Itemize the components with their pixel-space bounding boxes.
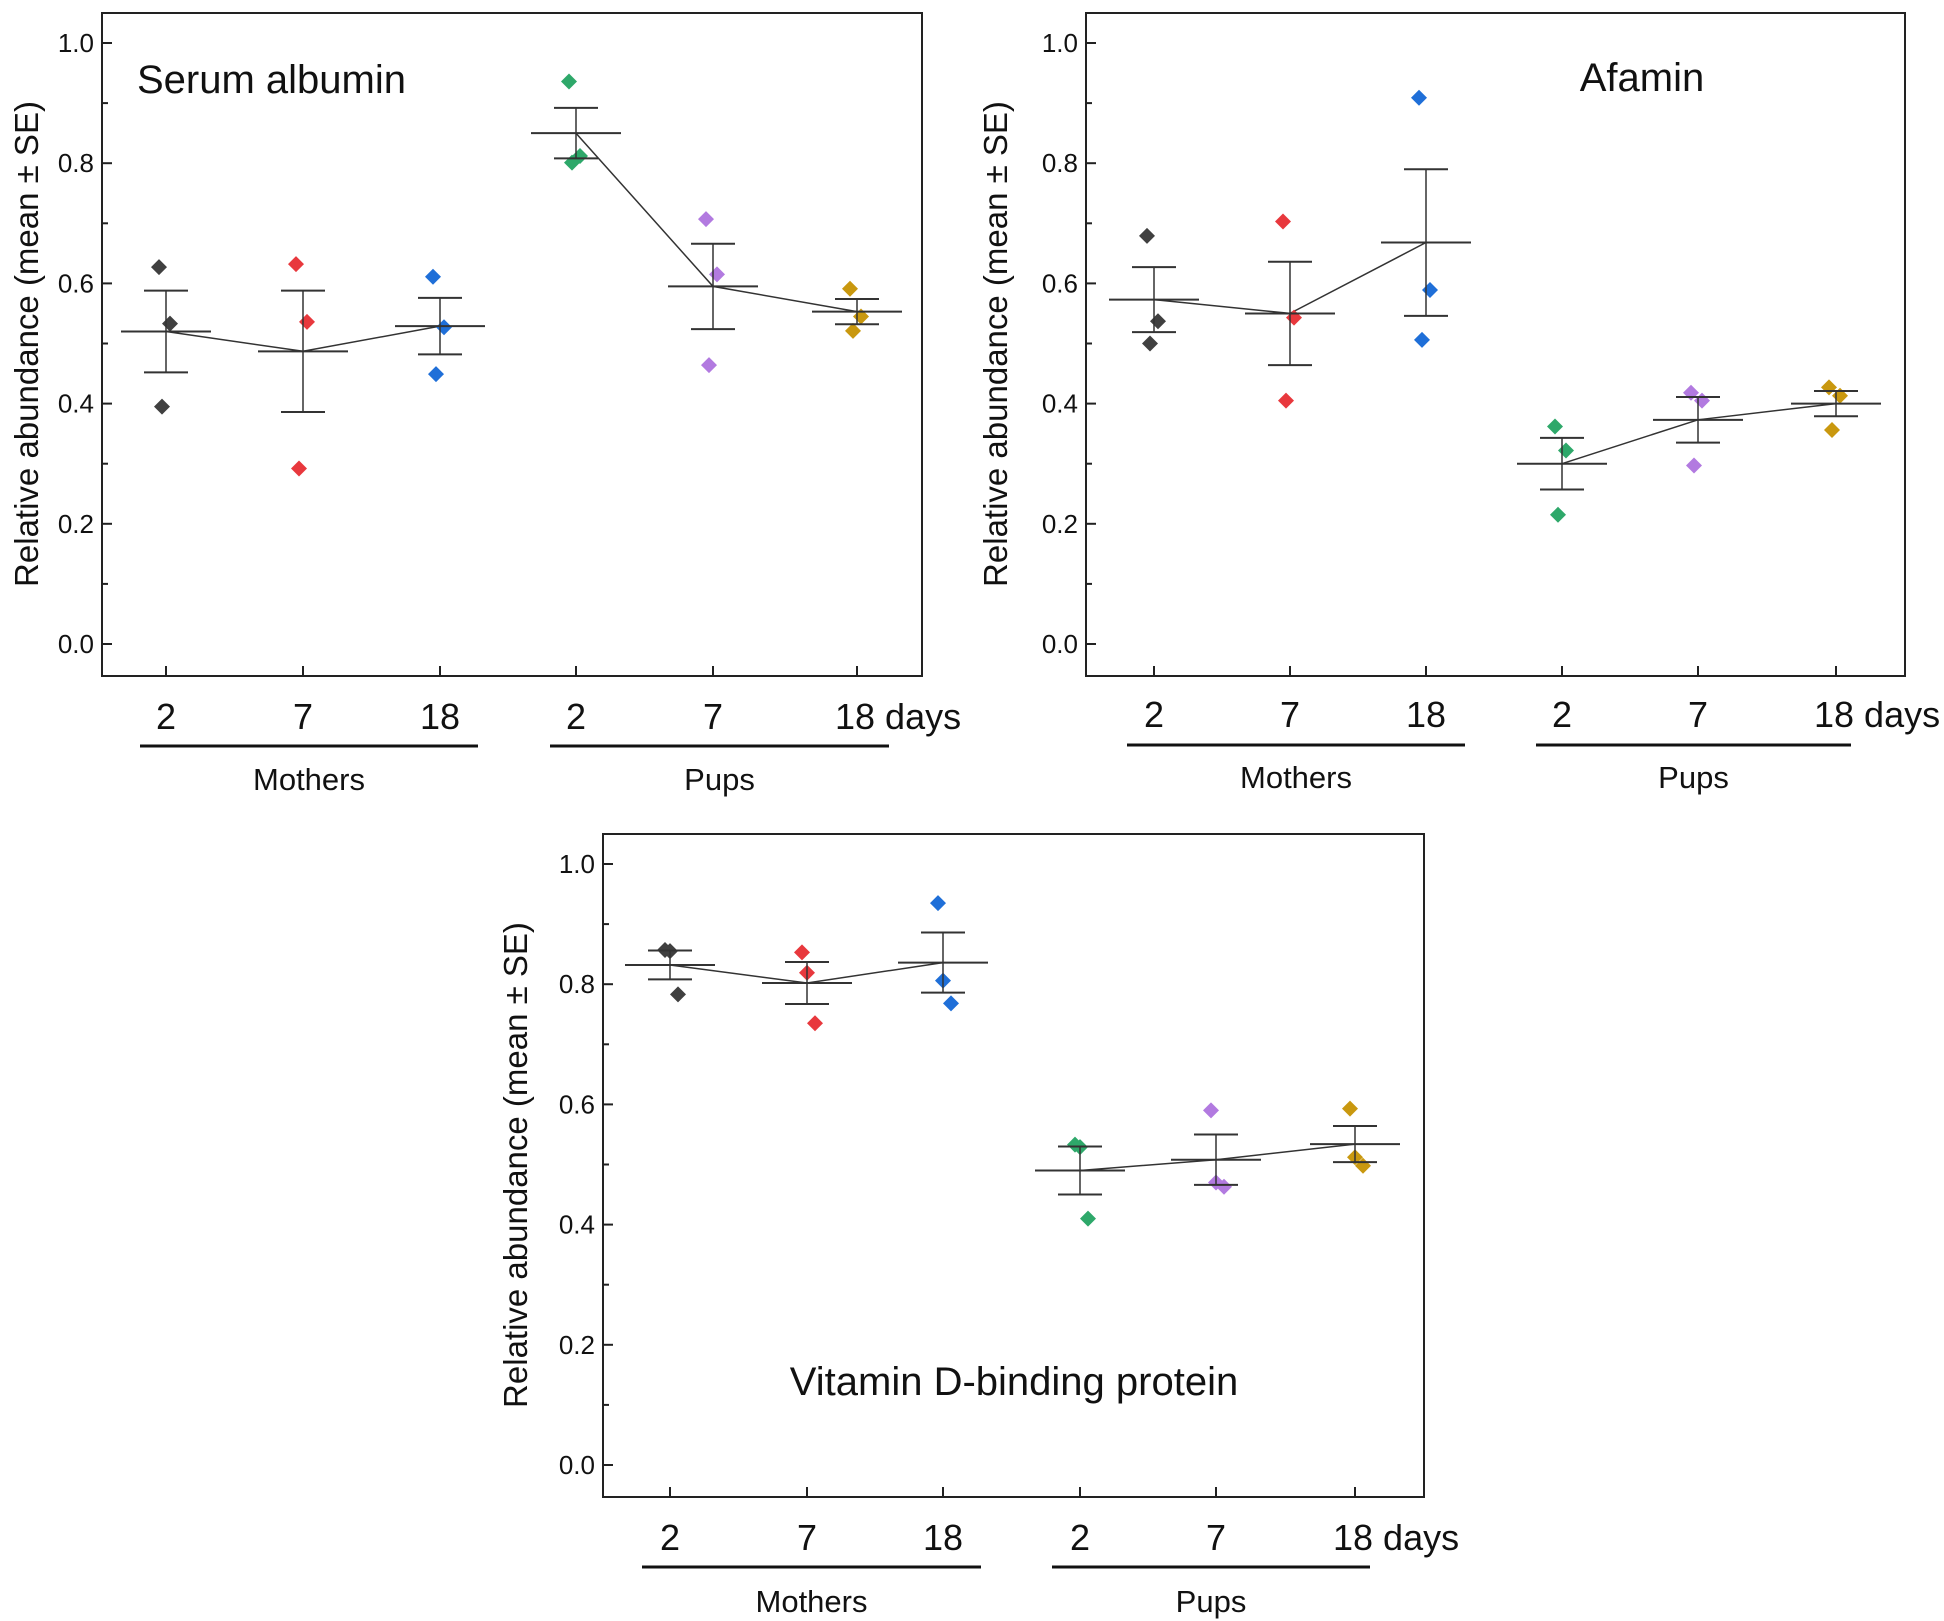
data-point xyxy=(1278,392,1294,409)
data-point xyxy=(1286,309,1302,326)
x-category-label: 7 xyxy=(1280,694,1300,735)
data-point xyxy=(807,1015,823,1032)
mean-trend-line xyxy=(1079,1143,1356,1172)
data-point xyxy=(698,211,714,228)
data-point xyxy=(428,366,444,383)
x-category-label: 2 xyxy=(1070,1517,1090,1558)
x-category-label: 18 xyxy=(420,696,460,737)
data-point xyxy=(1142,335,1158,352)
x-category-label: 18 days xyxy=(1333,1517,1459,1558)
x-category-label: 2 xyxy=(1552,694,1572,735)
data-point xyxy=(842,280,858,297)
data-point xyxy=(1422,282,1438,299)
x-category-label: 7 xyxy=(797,1517,817,1558)
panel-vitamin-d-binding-protein: 0.0 0.2 0.4 0.6 0.8 1.0 2 7 18 2 7 18 days Mothers Pu… xyxy=(497,833,1459,1619)
data-point xyxy=(930,895,946,912)
data-point xyxy=(1547,418,1563,435)
data-point xyxy=(288,256,304,273)
data-point xyxy=(1550,506,1566,523)
data-point xyxy=(1414,331,1430,348)
data-point xyxy=(1342,1100,1358,1117)
data-point xyxy=(291,460,307,477)
group-label: Mothers xyxy=(756,1584,868,1619)
x-category-label: 2 xyxy=(156,696,176,737)
group-label: Pups xyxy=(1176,1584,1247,1619)
data-point xyxy=(561,73,577,90)
data-point xyxy=(1558,442,1574,459)
data-point xyxy=(1216,1178,1232,1195)
data-point xyxy=(670,986,686,1003)
panel-serum-albumin: 0.0 0.2 0.4 0.6 0.8 1.0 2 7 18 2 7 18 days Mothers Pu… xyxy=(8,12,961,797)
x-category-label: 2 xyxy=(660,1517,680,1558)
y-tick-label: 0.8 xyxy=(58,148,94,178)
panel-title: Serum albumin xyxy=(137,58,406,102)
data-point xyxy=(1275,213,1291,230)
x-category-label: 2 xyxy=(1144,694,1164,735)
y-axis-label: Relative abundance (mean ± SE) xyxy=(977,101,1014,587)
group-label: Pups xyxy=(684,762,755,797)
data-point xyxy=(154,398,170,415)
y-tick-label: 0.6 xyxy=(1042,268,1078,298)
y-tick-label: 0.2 xyxy=(559,1330,595,1360)
x-category-label: 18 xyxy=(923,1517,963,1558)
data-point xyxy=(1411,89,1427,106)
plot-frame xyxy=(1085,12,1906,677)
y-tick-label: 0.0 xyxy=(1042,629,1078,659)
y-axis-label: Relative abundance (mean ± SE) xyxy=(8,101,45,587)
data-point xyxy=(709,266,725,283)
x-category-label: 7 xyxy=(1688,694,1708,735)
data-point xyxy=(1139,227,1155,244)
y-axis-label: Relative abundance (mean ± SE) xyxy=(497,922,534,1408)
panel-afamin: 0.0 0.2 0.4 0.6 0.8 1.0 2 7 18 2 7 18 days Mothers Pu… xyxy=(977,12,1940,795)
mean-trend-line xyxy=(1561,402,1837,465)
y-tick-label: 1.0 xyxy=(559,849,595,879)
y-tick-label: 0.0 xyxy=(58,629,94,659)
data-point xyxy=(1821,379,1837,396)
y-tick-label: 0.4 xyxy=(559,1210,595,1240)
data-point xyxy=(794,944,810,961)
data-point xyxy=(1150,313,1166,330)
data-point xyxy=(845,322,861,339)
group-label: Mothers xyxy=(253,762,365,797)
y-tick-label: 0.8 xyxy=(1042,148,1078,178)
plot-frame xyxy=(101,12,923,677)
y-tick-label: 1.0 xyxy=(1042,28,1078,58)
x-category-label: 18 days xyxy=(835,696,961,737)
y-tick-label: 0.6 xyxy=(559,1089,595,1119)
data-point xyxy=(425,268,441,285)
x-category-label: 18 xyxy=(1406,694,1446,735)
mean-trend-line xyxy=(575,132,858,313)
y-tick-label: 0.2 xyxy=(58,509,94,539)
data-point xyxy=(1203,1102,1219,1119)
data-point xyxy=(943,995,959,1012)
data-point xyxy=(151,259,167,276)
group-label: Mothers xyxy=(1240,760,1352,795)
data-point xyxy=(1686,457,1702,474)
y-tick-label: 0.2 xyxy=(1042,509,1078,539)
data-point xyxy=(1080,1210,1096,1227)
x-category-label: 7 xyxy=(1206,1517,1226,1558)
x-category-label: 7 xyxy=(293,696,313,737)
y-tick-label: 0.8 xyxy=(559,969,595,999)
y-tick-label: 0.4 xyxy=(1042,389,1078,419)
data-point xyxy=(1824,422,1840,439)
data-point xyxy=(701,357,717,374)
x-category-label: 2 xyxy=(566,696,586,737)
data-point xyxy=(299,313,315,330)
panel-title: Afamin xyxy=(1580,56,1705,100)
data-point xyxy=(436,319,452,336)
x-category-label: 7 xyxy=(703,696,723,737)
y-tick-label: 0.4 xyxy=(58,389,94,419)
y-tick-label: 1.0 xyxy=(58,28,94,58)
y-tick-label: 0.0 xyxy=(559,1450,595,1480)
y-tick-label: 0.6 xyxy=(58,268,94,298)
data-point xyxy=(162,315,178,332)
panel-title: Vitamin D-binding protein xyxy=(790,1360,1238,1404)
group-label: Pups xyxy=(1658,760,1729,795)
x-category-label: 18 days xyxy=(1814,694,1940,735)
